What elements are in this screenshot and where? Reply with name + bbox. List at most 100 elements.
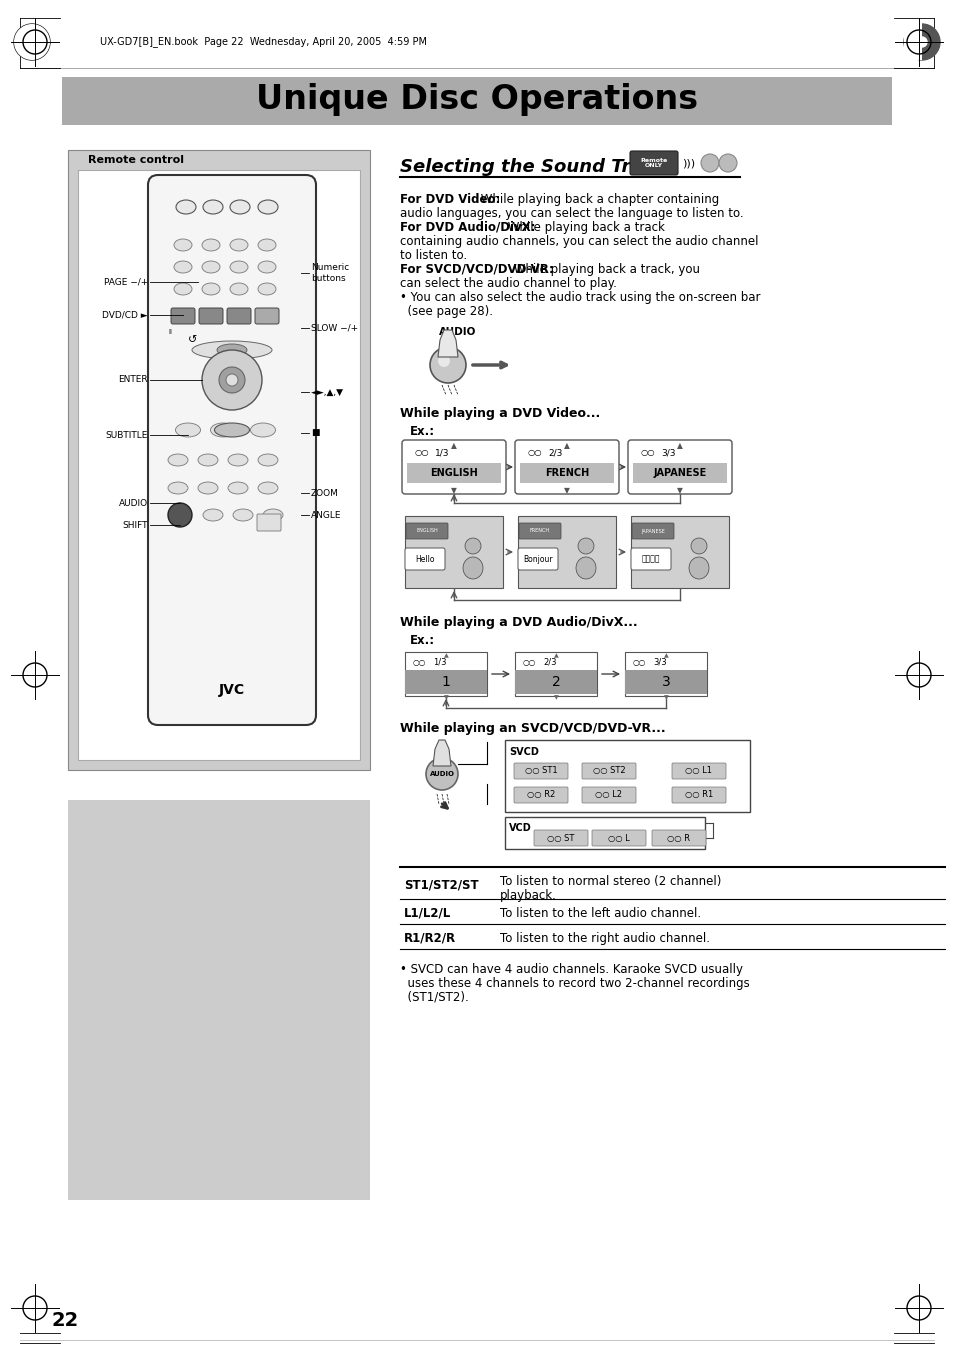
Text: To listen to the right audio channel.: To listen to the right audio channel. [499, 932, 709, 944]
Text: Ex.:: Ex.: [410, 634, 435, 647]
Text: JAPANESE: JAPANESE [653, 467, 706, 478]
Ellipse shape [175, 200, 195, 213]
Text: ↺: ↺ [188, 335, 197, 345]
Ellipse shape [202, 261, 220, 273]
FancyBboxPatch shape [651, 830, 705, 846]
Text: For DVD Video:: For DVD Video: [399, 193, 500, 205]
FancyBboxPatch shape [78, 170, 359, 761]
Polygon shape [437, 330, 457, 357]
FancyBboxPatch shape [630, 516, 728, 588]
Ellipse shape [257, 454, 277, 466]
Text: AUDIO: AUDIO [119, 499, 148, 508]
Ellipse shape [202, 239, 220, 251]
Text: ▲: ▲ [563, 442, 569, 450]
Text: ST1/ST2/ST: ST1/ST2/ST [403, 878, 478, 892]
Ellipse shape [173, 261, 192, 273]
Ellipse shape [228, 482, 248, 494]
Text: Selecting the Sound Track: Selecting the Sound Track [399, 158, 664, 176]
Text: While playing back a chapter containing: While playing back a chapter containing [476, 193, 719, 205]
Text: Hello: Hello [415, 554, 435, 563]
Text: AUDIO: AUDIO [438, 327, 476, 336]
Circle shape [690, 538, 706, 554]
FancyBboxPatch shape [504, 817, 704, 848]
Text: uses these 4 channels to record two 2-channel recordings: uses these 4 channels to record two 2-ch… [399, 977, 749, 990]
Text: Remote control: Remote control [88, 155, 184, 165]
Text: While playing an SVCD/VCD/DVD-VR...: While playing an SVCD/VCD/DVD-VR... [399, 721, 665, 735]
Ellipse shape [263, 509, 283, 521]
Text: ZOOM: ZOOM [311, 489, 338, 497]
Text: ENTER: ENTER [118, 376, 148, 385]
Text: SLOW −/+: SLOW −/+ [311, 323, 357, 332]
Circle shape [14, 24, 50, 59]
Text: ○○: ○○ [527, 449, 542, 458]
Text: To listen to the left audio channel.: To listen to the left audio channel. [499, 907, 700, 920]
Circle shape [916, 36, 926, 47]
Circle shape [578, 538, 594, 554]
Ellipse shape [168, 482, 188, 494]
FancyBboxPatch shape [631, 523, 673, 539]
Text: FRENCH: FRENCH [529, 528, 550, 534]
Circle shape [202, 350, 262, 409]
Ellipse shape [230, 261, 248, 273]
FancyBboxPatch shape [68, 150, 370, 770]
Text: VCD: VCD [509, 823, 531, 834]
Text: While playing back a track: While playing back a track [504, 222, 664, 234]
Ellipse shape [257, 282, 275, 295]
Text: ◄►,▲,▼: ◄►,▲,▼ [311, 388, 344, 396]
FancyBboxPatch shape [581, 763, 636, 780]
Text: ■: ■ [311, 428, 319, 438]
Text: 1: 1 [441, 676, 450, 689]
FancyBboxPatch shape [534, 830, 587, 846]
FancyBboxPatch shape [624, 670, 706, 694]
Text: (ST1/ST2).: (ST1/ST2). [399, 992, 468, 1004]
Text: ○○ R: ○○ R [667, 834, 690, 843]
FancyBboxPatch shape [592, 830, 645, 846]
Ellipse shape [462, 557, 482, 580]
Text: JVC: JVC [218, 684, 245, 697]
Text: to listen to.: to listen to. [399, 249, 467, 262]
Text: AUDIO: AUDIO [429, 771, 454, 777]
FancyBboxPatch shape [514, 763, 567, 780]
Text: 2/3: 2/3 [542, 658, 556, 666]
Text: ▲: ▲ [677, 442, 682, 450]
Text: ANGLE: ANGLE [311, 511, 341, 520]
FancyBboxPatch shape [518, 523, 560, 539]
Ellipse shape [211, 423, 235, 436]
Ellipse shape [233, 509, 253, 521]
Text: JAPANESE: JAPANESE [640, 528, 664, 534]
Circle shape [719, 154, 737, 172]
Text: II: II [168, 330, 172, 335]
FancyBboxPatch shape [405, 670, 486, 694]
Text: 3/3: 3/3 [652, 658, 666, 666]
Circle shape [464, 538, 480, 554]
FancyBboxPatch shape [405, 516, 502, 588]
FancyBboxPatch shape [581, 788, 636, 802]
FancyBboxPatch shape [519, 463, 614, 484]
Ellipse shape [257, 261, 275, 273]
Text: 22: 22 [52, 1310, 79, 1329]
Text: DVD/CD ►: DVD/CD ► [102, 311, 148, 319]
Text: ○○ ST: ○○ ST [547, 834, 574, 843]
Text: ▼: ▼ [663, 696, 668, 701]
FancyBboxPatch shape [630, 549, 670, 570]
Ellipse shape [173, 282, 192, 295]
Circle shape [14, 24, 50, 59]
Text: Unique Disc Operations: Unique Disc Operations [255, 84, 698, 116]
FancyBboxPatch shape [405, 653, 486, 696]
Text: While playing a DVD Video...: While playing a DVD Video... [399, 407, 599, 420]
Circle shape [437, 355, 450, 367]
FancyBboxPatch shape [629, 151, 678, 176]
Text: ○○ L2: ○○ L2 [595, 790, 622, 800]
Text: ))): ))) [681, 158, 695, 168]
Text: ○○ R1: ○○ R1 [684, 790, 713, 800]
Text: ▼: ▼ [553, 696, 558, 701]
Text: L1/L2/L: L1/L2/L [403, 907, 451, 920]
Ellipse shape [688, 557, 708, 580]
FancyBboxPatch shape [624, 653, 706, 696]
FancyBboxPatch shape [671, 763, 725, 780]
Circle shape [168, 503, 192, 527]
Text: 3: 3 [661, 676, 670, 689]
Text: SVCD: SVCD [509, 747, 538, 757]
Ellipse shape [173, 239, 192, 251]
Ellipse shape [576, 557, 596, 580]
